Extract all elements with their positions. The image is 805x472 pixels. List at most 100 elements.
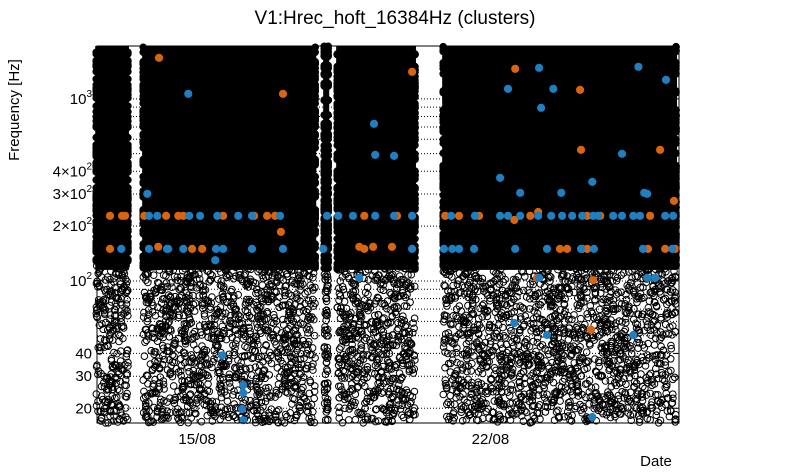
cluster-point — [491, 276, 499, 285]
cluster-point — [159, 380, 168, 389]
cluster-point — [489, 387, 497, 396]
cluster-point — [203, 322, 211, 331]
cluster-point — [459, 313, 468, 322]
cluster-point — [464, 281, 472, 289]
cluster-point — [659, 331, 667, 339]
cluster-point — [503, 262, 512, 270]
cluster-point — [465, 410, 474, 419]
cluster-point — [281, 382, 289, 391]
highlighted-cluster-point — [369, 119, 379, 128]
cluster-point — [248, 354, 256, 363]
cluster-point — [492, 329, 501, 338]
cluster-point — [457, 408, 466, 417]
cluster-point — [208, 417, 217, 425]
cluster-point — [636, 283, 645, 292]
highlighted-cluster-point — [237, 405, 247, 414]
cluster-point — [648, 381, 656, 390]
cluster-point — [668, 310, 677, 319]
cluster-point — [596, 397, 605, 405]
cluster-point — [529, 280, 538, 289]
cluster-point — [100, 303, 108, 312]
cluster-point — [556, 390, 565, 399]
cluster-point — [661, 358, 670, 366]
highlighted-cluster-point — [390, 151, 399, 160]
cluster-point — [139, 261, 147, 270]
cluster-point — [284, 316, 292, 324]
cluster-point — [473, 404, 482, 413]
cluster-point — [622, 290, 630, 299]
cluster-point — [647, 369, 655, 378]
highlighted-cluster-point — [576, 244, 586, 253]
highlighted-cluster-point — [447, 211, 456, 220]
cluster-point — [226, 404, 235, 413]
cluster-point — [467, 310, 476, 318]
cluster-point — [653, 359, 662, 368]
cluster-point — [614, 261, 623, 270]
cluster-point — [286, 415, 295, 423]
cluster-point — [140, 352, 149, 361]
cluster-point — [478, 274, 487, 283]
cluster-point — [92, 176, 100, 184]
cluster-point — [182, 277, 190, 286]
cluster-point — [573, 271, 581, 279]
cluster-point — [207, 260, 215, 269]
y-tick-label: 3×102 — [53, 184, 93, 203]
cluster-point — [259, 274, 268, 283]
cluster-point — [521, 260, 530, 269]
cluster-point — [253, 301, 262, 310]
cluster-point — [597, 372, 605, 381]
cluster-point — [232, 336, 241, 345]
cluster-point — [333, 195, 342, 203]
cluster-point — [142, 336, 151, 345]
cluster-point — [210, 321, 219, 329]
cluster-point — [355, 359, 364, 368]
cluster-point — [599, 328, 607, 337]
cluster-point — [212, 398, 221, 406]
highlighted-cluster-point — [629, 211, 638, 220]
cluster-point — [141, 413, 150, 422]
cluster-point — [159, 333, 167, 342]
cluster-point — [537, 374, 546, 383]
cluster-point — [492, 387, 501, 396]
cluster-point — [439, 87, 448, 95]
cluster-point — [631, 290, 639, 299]
cluster-point — [598, 371, 606, 380]
cluster-point — [586, 393, 595, 401]
cluster-point — [471, 285, 480, 294]
cluster-point — [494, 313, 502, 322]
cluster-point — [632, 295, 641, 303]
cluster-point — [373, 359, 382, 367]
cluster-point — [100, 383, 109, 391]
cluster-point — [522, 408, 531, 417]
cluster-point — [124, 168, 132, 176]
cluster-point — [612, 263, 621, 271]
cluster-point — [311, 283, 319, 292]
cluster-point — [262, 326, 270, 335]
cluster-point — [222, 410, 230, 419]
cluster-point — [471, 265, 480, 274]
cluster-point — [92, 184, 100, 192]
cluster-point — [628, 274, 636, 282]
cluster-point — [453, 280, 462, 289]
cluster-point — [335, 289, 344, 298]
cluster-point — [227, 259, 235, 268]
cluster-point — [464, 293, 472, 302]
cluster-point — [189, 370, 197, 379]
cluster-point — [643, 321, 652, 329]
cluster-point — [363, 351, 372, 359]
cluster-point — [159, 306, 167, 314]
cluster-point — [148, 366, 157, 375]
cluster-point — [512, 336, 521, 345]
cluster-point — [254, 289, 262, 297]
cluster-point — [107, 378, 116, 386]
cluster-point — [139, 99, 147, 108]
cluster-point — [234, 291, 242, 299]
cluster-point — [384, 341, 393, 349]
highlighted-cluster-point — [511, 244, 520, 253]
cluster-point — [611, 322, 619, 330]
cluster-point — [307, 417, 315, 426]
cluster-point — [204, 380, 212, 388]
cluster-point — [525, 360, 534, 368]
cluster-point — [517, 266, 526, 275]
cluster-point — [119, 416, 128, 425]
